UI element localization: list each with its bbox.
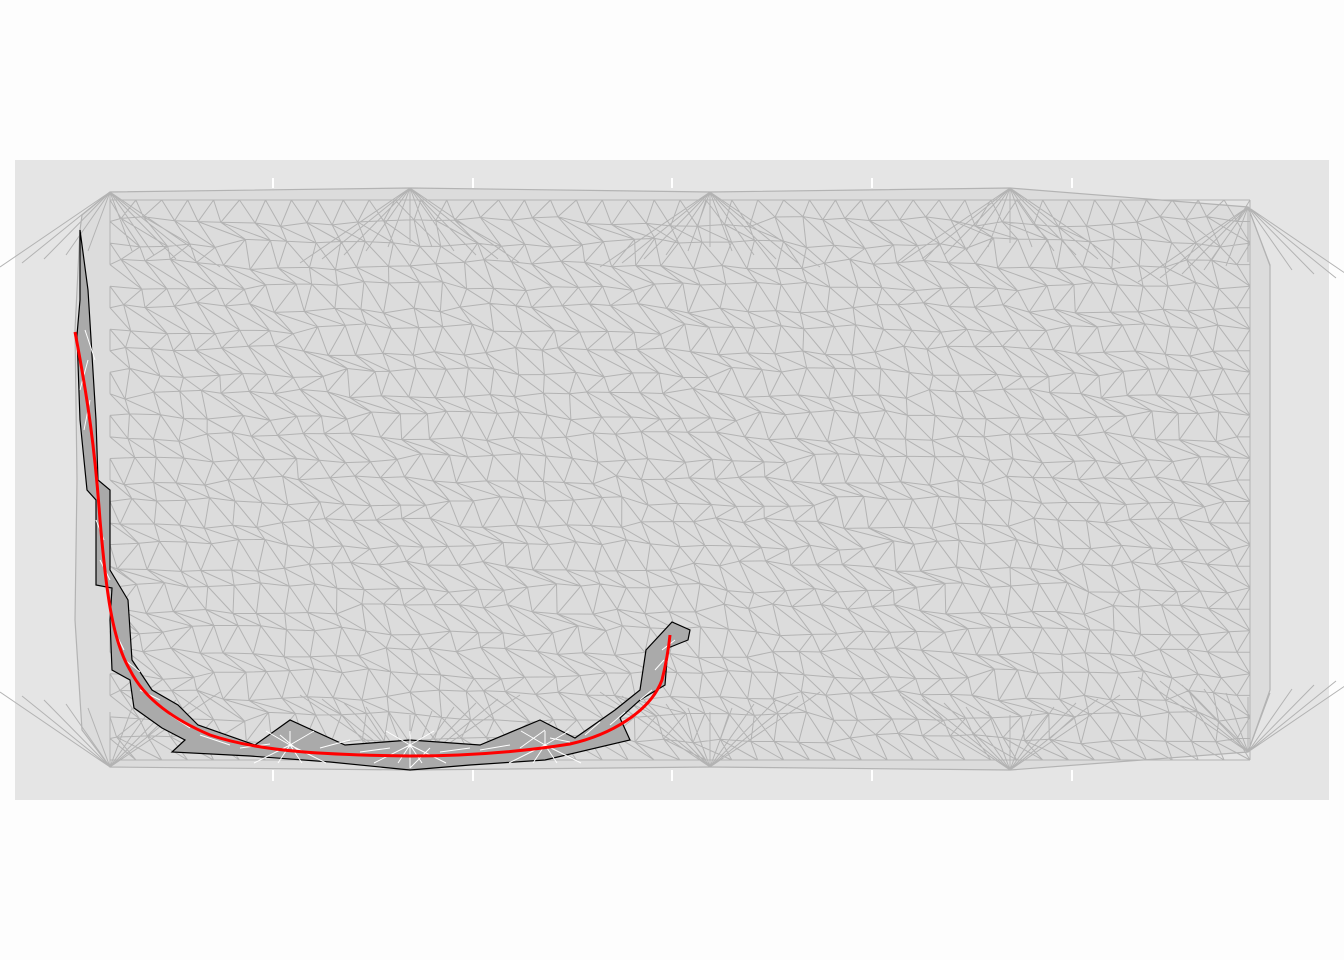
- mesh-edges-path: [0, 187, 1344, 771]
- major-grid-lines: [272, 178, 1073, 781]
- path-curve: [73, 331, 672, 758]
- mesh-triangulation: [0, 187, 1344, 771]
